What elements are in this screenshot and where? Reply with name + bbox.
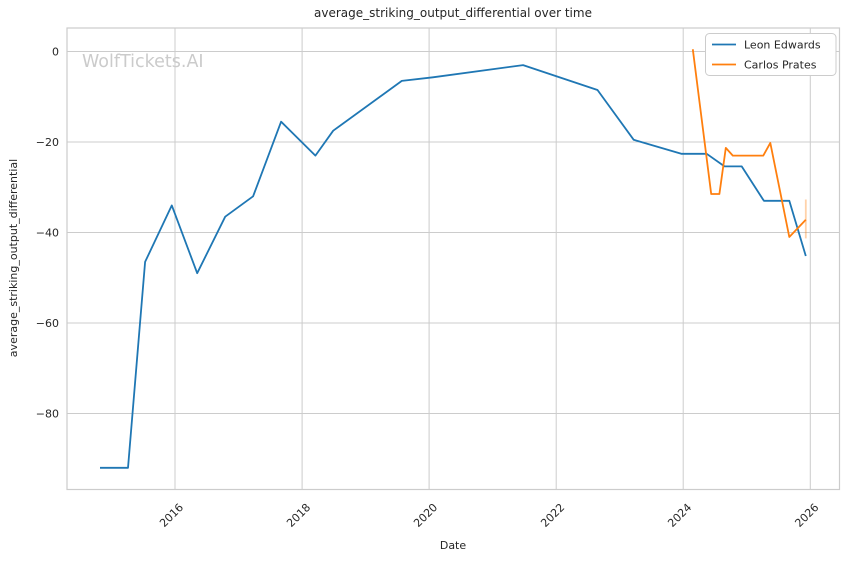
x-tick-label-2026: 2026 [792, 501, 821, 530]
legend-label-carlos-prates: Carlos Prates [744, 59, 817, 72]
x-tick-label-2024: 2024 [665, 501, 694, 530]
legend-label-leon-edwards: Leon Edwards [744, 39, 821, 52]
y-tick-label--60: −60 [36, 317, 59, 330]
legend-box [705, 33, 837, 76]
x-tick-label-2018: 2018 [284, 501, 313, 530]
x-tick-label-2020: 2020 [411, 501, 440, 530]
y-tick-label--20: −20 [36, 136, 59, 149]
y-tick-label--40: −40 [36, 227, 59, 240]
series-line-carlos-prates [691, 49, 807, 238]
gridlines [67, 28, 840, 490]
series-line-leon-edwards [100, 64, 807, 469]
chart-title: average_striking_output_differential ove… [314, 6, 592, 20]
series-lines [100, 49, 807, 469]
y-tick-label-0: 0 [52, 46, 59, 59]
legend: Leon Edwards Carlos Prates [705, 33, 837, 76]
x-tick-label-2022: 2022 [538, 501, 567, 530]
y-axis-label: average_striking_output_differential [7, 159, 20, 357]
y-tick-label--80: −80 [36, 408, 59, 421]
plot-border [66, 27, 841, 491]
watermark: WolfTickets.AI [82, 52, 204, 72]
x-axis-label: Date [440, 539, 467, 552]
x-tick-label-2016: 2016 [157, 501, 186, 530]
